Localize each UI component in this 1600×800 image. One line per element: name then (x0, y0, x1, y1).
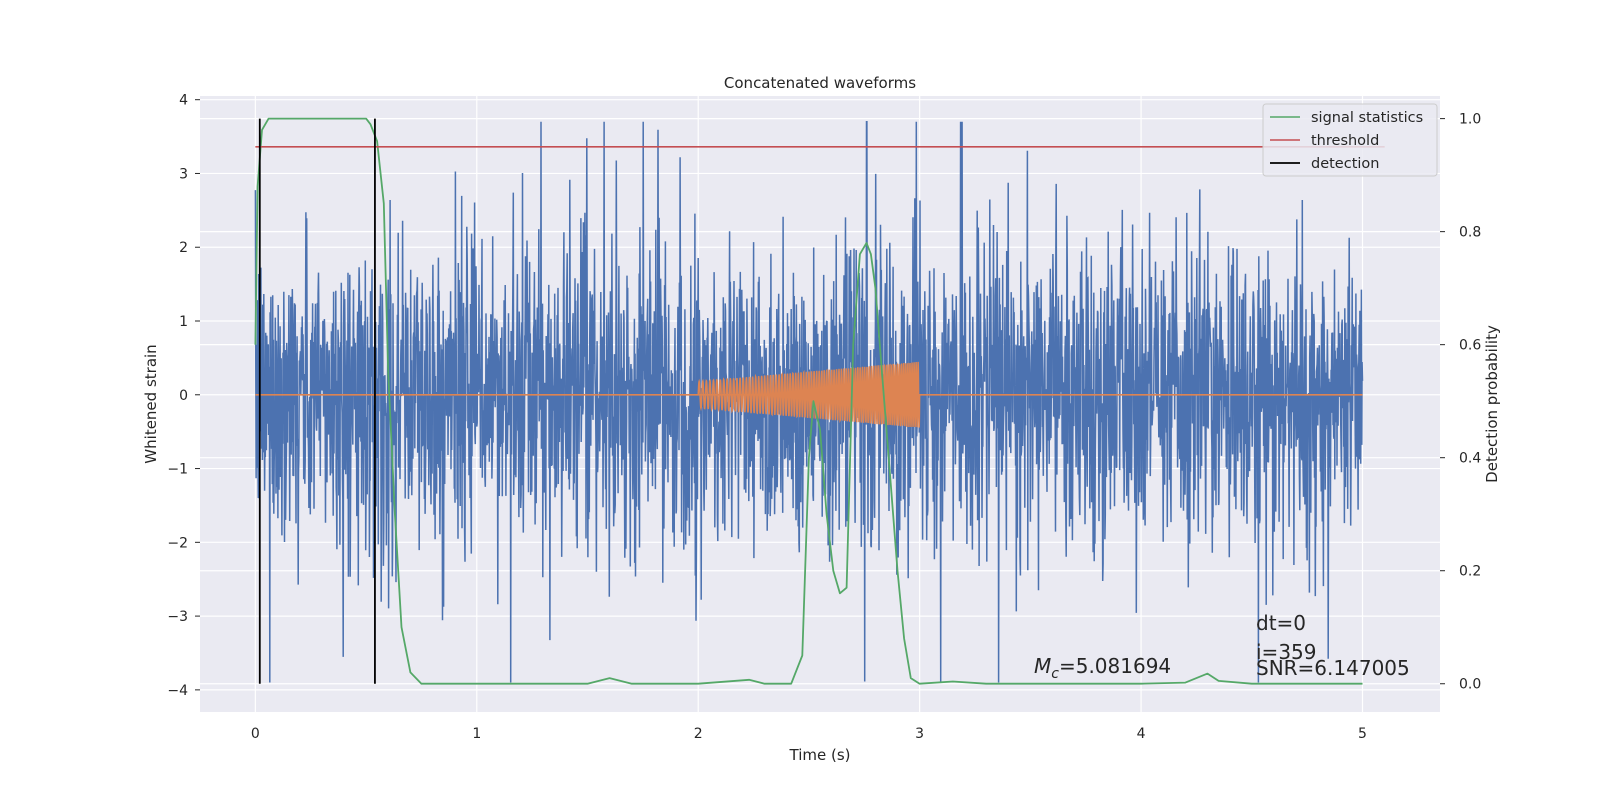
y-right-tick-label-3: 0.6 (1459, 338, 1481, 354)
chart-title: Concatenated waveforms (724, 74, 916, 92)
y-left-tick-label-8: 4 (179, 93, 188, 109)
right-axis-series (254, 117, 1385, 685)
y-left-tick-label-5: 1 (179, 314, 188, 330)
legend-box (1262, 103, 1438, 177)
i-annotation: i=359 (1256, 640, 1317, 664)
legend-label-signal: signal statistics (1311, 110, 1423, 126)
x-axis-label: Time (s) (789, 746, 851, 764)
mc-symbol: M (1034, 654, 1051, 678)
x-tick-label-1: 1 (472, 726, 481, 742)
y-axis-label-right: Detection probability (1483, 325, 1501, 483)
snr-annotation: SNR=6.147005 (1256, 656, 1410, 680)
y-left-tick-label-6: 2 (179, 240, 188, 256)
y-right-tick-labels: 0.0 0.2 0.4 0.6 0.8 1.0 (1440, 112, 1481, 693)
x-tick-label-0: 0 (251, 726, 260, 742)
dt-annotation: dt=0 (1256, 611, 1306, 635)
y-right-tick-label-2: 0.4 (1459, 451, 1481, 467)
y-right-tick-label-0: 0.0 (1459, 677, 1481, 693)
x-tick-label-3: 3 (915, 726, 924, 742)
y-left-tick-label-1: −3 (167, 609, 188, 625)
mc-annotation: Mc=5.081694 (1034, 654, 1171, 682)
x-tick-labels: 0 1 2 3 4 5 (251, 726, 1367, 742)
y-left-tick-label-3: −1 (167, 462, 188, 478)
y-left-tick-label-4: 0 (179, 388, 188, 404)
legend-label-threshold: threshold (1311, 133, 1379, 149)
y-left-tick-label-2: −2 (167, 535, 188, 551)
legend: signal statistics threshold detection (1262, 103, 1438, 177)
y-axis-label-left: Whitened strain (142, 344, 160, 463)
x-tick-label-5: 5 (1358, 726, 1367, 742)
y-right-tick-label-5: 1.0 (1459, 112, 1481, 128)
grid (200, 96, 1440, 712)
annotations: Mc=5.081694 dt=0 i=359 SNR=6.147005 (1034, 611, 1410, 682)
x-tick-label-2: 2 (694, 726, 703, 742)
mc-subscript: c (1051, 666, 1059, 682)
y-left-tick-label-7: 3 (179, 166, 188, 182)
legend-label-detection: detection (1311, 156, 1379, 172)
x-tick-label-4: 4 (1137, 726, 1146, 742)
y-left-tick-labels: −4 −3 −2 −1 0 1 2 3 4 (167, 93, 200, 699)
y-left-tick-label-0: −4 (167, 683, 188, 699)
y-right-tick-label-1: 0.2 (1459, 564, 1481, 580)
y-right-tick-label-4: 0.8 (1459, 225, 1481, 241)
mc-value: =5.081694 (1059, 654, 1171, 678)
